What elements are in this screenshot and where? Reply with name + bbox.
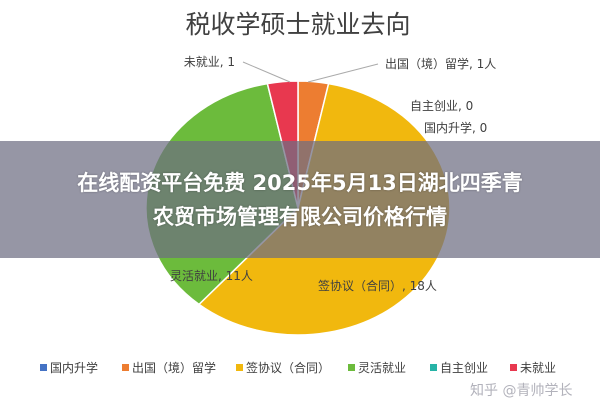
legend-label-1: 出国（境）留学 [132,360,216,375]
data-label-3: 签协议（合同）, 18人 [318,278,437,293]
data-label-4: 灵活就业, 11人 [170,269,253,283]
legend-swatch-4 [430,364,437,371]
watermark: 知乎 @青帅学长 [470,383,573,399]
legend-label-3: 灵活就业 [358,361,406,375]
legend-label-2: 签协议（合同） [246,360,330,375]
legend-label-0: 国内升学 [50,360,98,375]
legend-swatch-1 [122,364,129,371]
overlay-banner: 在线配资平台免费 2025年5月13日湖北四季青 农贸市场管理有限公司价格行情 [0,141,600,258]
data-label-0: 出国（境）留学, 1人 [385,56,496,71]
data-label-5: 未就业, 1 [184,55,235,69]
legend-swatch-0 [40,364,47,371]
legend-swatch-5 [510,364,517,371]
data-label-1: 自主创业, 0 [410,99,473,113]
banner-line-1: 在线配资平台免费 2025年5月13日湖北四季青 [77,170,523,195]
data-label-2: 国内升学, 0 [424,120,487,135]
legend-swatch-2 [236,364,243,371]
banner-line-2: 农贸市场管理有限公司价格行情 [153,204,447,229]
chart-title: 税收学硕士就业去向 [185,10,410,39]
legend-label-5: 未就业 [520,361,556,375]
leader-line-1 [242,61,291,83]
leader-line-0 [307,63,379,83]
legend-swatch-3 [348,364,355,371]
legend-label-4: 自主创业 [440,361,488,375]
